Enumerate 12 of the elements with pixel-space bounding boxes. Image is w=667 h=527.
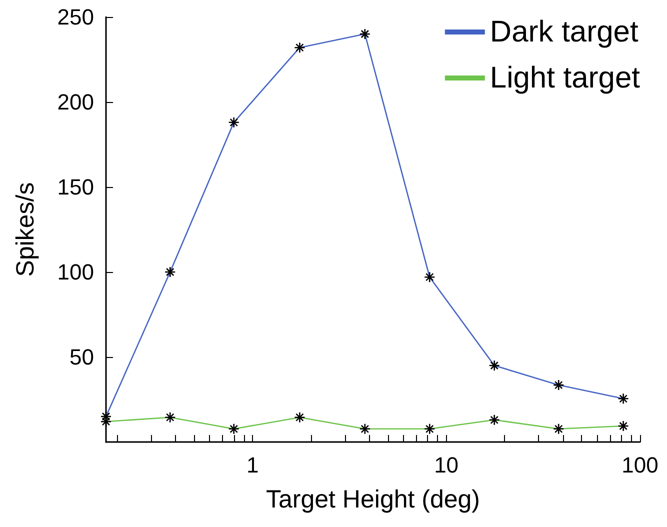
y-tick-label: 150: [57, 174, 94, 200]
y-tick-label: 50: [70, 344, 94, 370]
x-tick-label: 1: [246, 452, 259, 478]
y-tick-label: 250: [57, 4, 94, 30]
y-tick-label: 200: [57, 90, 94, 114]
x-tick-label: 10: [434, 452, 459, 478]
x-tick-label: 100: [622, 452, 658, 478]
x-axis-title: Target Height (deg): [266, 486, 480, 514]
y-tick-label: 100: [57, 260, 94, 284]
legend-label: Light target: [490, 62, 641, 94]
y-axis-title: Spikes/s: [12, 182, 40, 277]
legend-label: Dark target: [490, 16, 639, 48]
